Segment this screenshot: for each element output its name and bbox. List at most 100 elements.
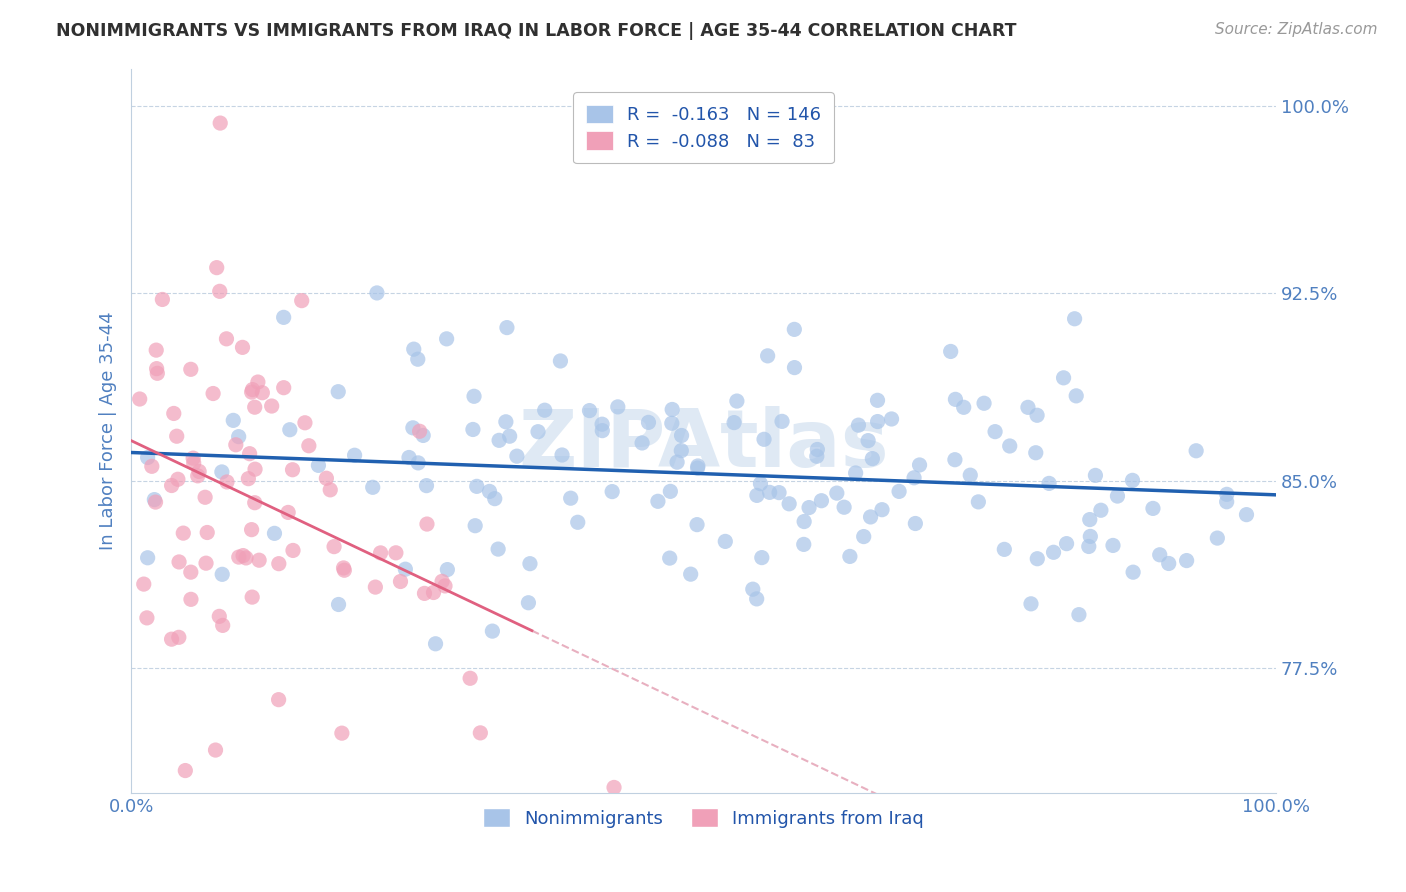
Point: [1175, 553, 1198, 567]
Point: [486, 542, 509, 557]
Point: [273, 310, 295, 325]
Point: [495, 415, 517, 429]
Point: [243, 496, 266, 510]
Point: [238, 472, 260, 486]
Point: [222, 413, 245, 427]
Point: [1067, 607, 1090, 622]
Point: [908, 458, 931, 472]
Point: [136, 450, 159, 465]
Point: [903, 471, 925, 485]
Point: [172, 526, 194, 541]
Point: [208, 609, 231, 624]
Point: [578, 403, 600, 417]
Point: [832, 500, 855, 515]
Point: [741, 582, 763, 597]
Point: [770, 414, 793, 428]
Point: [637, 416, 659, 430]
Point: [984, 425, 1007, 439]
Point: [1121, 474, 1143, 488]
Point: [723, 416, 745, 430]
Point: [433, 579, 456, 593]
Point: [1026, 409, 1049, 423]
Point: [859, 510, 882, 524]
Point: [330, 726, 353, 740]
Point: [228, 430, 250, 444]
Text: Source: ZipAtlas.com: Source: ZipAtlas.com: [1215, 22, 1378, 37]
Point: [319, 483, 342, 497]
Point: [215, 332, 238, 346]
Point: [852, 530, 875, 544]
Text: ZIPAtlas: ZIPAtlas: [519, 407, 889, 484]
Point: [291, 293, 314, 308]
Point: [328, 598, 350, 612]
Point: [952, 401, 974, 415]
Point: [793, 515, 815, 529]
Point: [412, 428, 434, 442]
Point: [993, 542, 1015, 557]
Point: [167, 555, 190, 569]
Point: [856, 434, 879, 448]
Point: [870, 502, 893, 516]
Point: [778, 497, 800, 511]
Point: [591, 417, 613, 432]
Point: [603, 780, 626, 795]
Point: [298, 439, 321, 453]
Point: [686, 458, 709, 473]
Point: [436, 332, 458, 346]
Point: [160, 632, 183, 647]
Point: [252, 385, 274, 400]
Point: [488, 434, 510, 448]
Point: [180, 592, 202, 607]
Point: [394, 562, 416, 576]
Point: [806, 442, 828, 457]
Point: [281, 543, 304, 558]
Point: [430, 574, 453, 589]
Point: [163, 407, 186, 421]
Point: [408, 424, 430, 438]
Point: [517, 596, 540, 610]
Point: [478, 484, 501, 499]
Point: [866, 415, 889, 429]
Point: [315, 471, 337, 485]
Point: [135, 611, 157, 625]
Point: [533, 403, 555, 417]
Point: [806, 450, 828, 464]
Point: [146, 366, 169, 380]
Point: [810, 493, 832, 508]
Point: [606, 400, 628, 414]
Point: [1042, 545, 1064, 559]
Point: [461, 422, 484, 436]
Point: [1077, 540, 1099, 554]
Point: [243, 462, 266, 476]
Point: [1185, 443, 1208, 458]
Point: [1026, 551, 1049, 566]
Point: [1064, 389, 1087, 403]
Point: [519, 557, 541, 571]
Point: [658, 551, 681, 566]
Point: [242, 383, 264, 397]
Point: [745, 488, 768, 502]
Point: [323, 540, 346, 554]
Point: [174, 764, 197, 778]
Point: [1078, 512, 1101, 526]
Point: [425, 637, 447, 651]
Point: [1142, 501, 1164, 516]
Point: [470, 726, 492, 740]
Point: [211, 618, 233, 632]
Point: [661, 402, 683, 417]
Point: [838, 549, 860, 564]
Point: [136, 550, 159, 565]
Point: [225, 438, 247, 452]
Point: [506, 449, 529, 463]
Point: [385, 546, 408, 560]
Point: [277, 505, 299, 519]
Point: [413, 586, 436, 600]
Point: [591, 424, 613, 438]
Point: [436, 563, 458, 577]
Point: [167, 472, 190, 486]
Point: [195, 556, 218, 570]
Point: [1063, 311, 1085, 326]
Point: [239, 447, 262, 461]
Point: [406, 456, 429, 470]
Point: [211, 567, 233, 582]
